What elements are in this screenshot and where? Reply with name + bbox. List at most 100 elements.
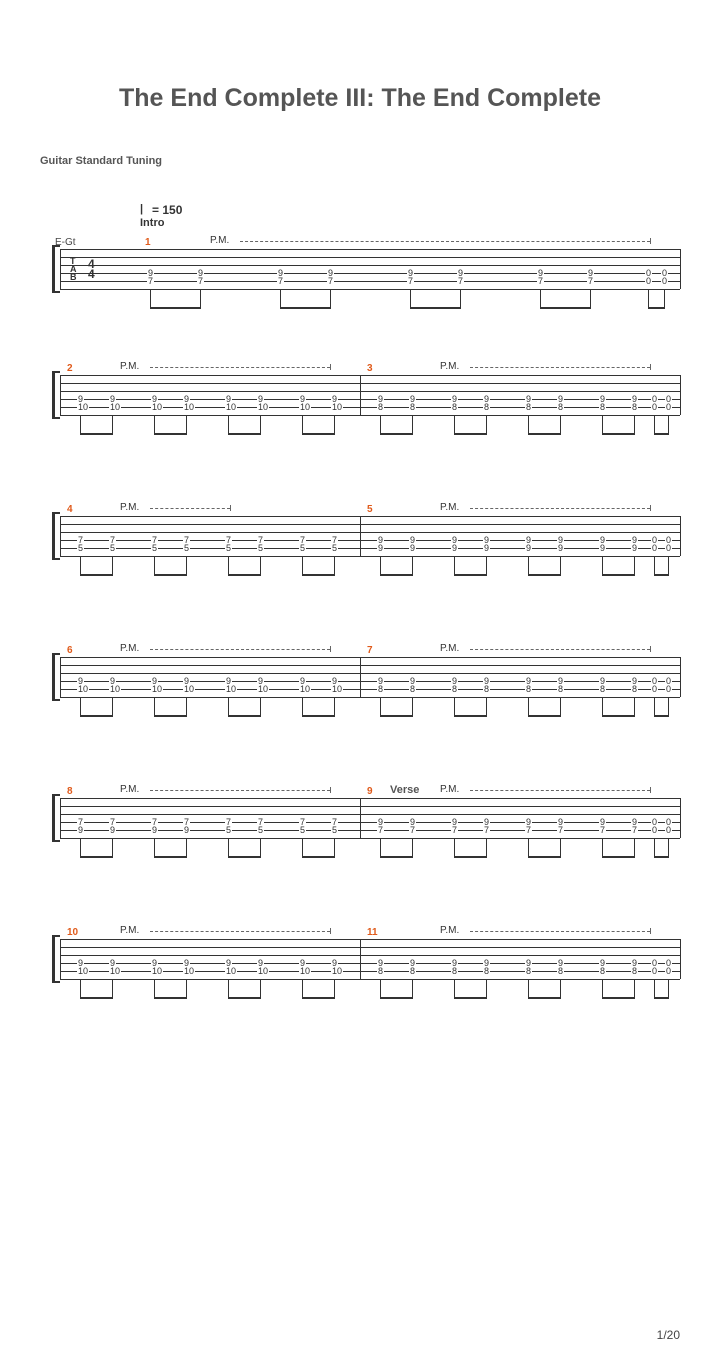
fret-number: 5 <box>299 544 306 552</box>
fret-number: 8 <box>557 403 564 411</box>
fret-number: 7 <box>197 277 204 285</box>
staff-line <box>60 806 680 807</box>
pm-row: P.M. <box>40 233 680 247</box>
beam <box>654 856 669 858</box>
barline <box>360 939 361 979</box>
beam <box>602 856 635 858</box>
palm-mute-dash <box>470 931 650 932</box>
staff-bracket <box>52 935 55 983</box>
staff-line <box>60 697 680 698</box>
beam <box>228 433 261 435</box>
fret-number: 9 <box>409 544 416 552</box>
fret-number: 10 <box>225 403 237 411</box>
staff-bracket <box>52 371 55 419</box>
fret-number: 10 <box>225 967 237 975</box>
fret-number: 0 <box>665 967 672 975</box>
fret-number: 7 <box>277 277 284 285</box>
beam <box>528 715 561 717</box>
beam <box>654 574 669 576</box>
palm-mute-dash <box>470 790 650 791</box>
beam <box>280 307 331 309</box>
beam <box>302 574 335 576</box>
fret-number: 10 <box>299 685 311 693</box>
staff-line <box>60 665 680 666</box>
beam <box>154 433 187 435</box>
bar-number: 3 <box>367 363 373 374</box>
fret-number: 5 <box>109 544 116 552</box>
beam <box>454 997 487 999</box>
time-signature: 44 <box>88 259 95 279</box>
staff-line <box>60 383 680 384</box>
beam <box>602 574 635 576</box>
beam <box>380 856 413 858</box>
tempo-value: = 150 <box>152 203 182 217</box>
fret-number: 7 <box>451 826 458 834</box>
page-number: 1/20 <box>657 1328 680 1342</box>
beam <box>380 997 413 999</box>
fret-number: 0 <box>651 967 658 975</box>
palm-mute-label: P.M. <box>440 502 459 513</box>
beam <box>150 307 201 309</box>
staff-line <box>60 814 680 815</box>
tab-system: P.M.VerseP.M.897979797975757575979797979… <box>40 782 680 877</box>
fret-number: 0 <box>651 403 658 411</box>
palm-mute-label: P.M. <box>440 643 459 654</box>
fret-number: 8 <box>451 685 458 693</box>
bar-number: 2 <box>67 363 73 374</box>
palm-mute-dash <box>240 241 650 242</box>
fret-number: 8 <box>525 685 532 693</box>
palm-mute-label: P.M. <box>120 643 139 654</box>
fret-number: 0 <box>651 826 658 834</box>
beam <box>602 715 635 717</box>
palm-mute-end <box>650 787 651 793</box>
beam <box>154 997 187 999</box>
fret-number: 7 <box>599 826 606 834</box>
fret-number: 10 <box>183 403 195 411</box>
fret-number: 10 <box>183 967 195 975</box>
beam <box>454 433 487 435</box>
beam <box>410 307 461 309</box>
fret-number: 10 <box>257 403 269 411</box>
beam <box>302 715 335 717</box>
beam <box>602 433 635 435</box>
beam <box>654 997 669 999</box>
palm-mute-end <box>330 787 331 793</box>
bar-number: 10 <box>67 927 78 938</box>
fret-number: 10 <box>183 685 195 693</box>
staff-line <box>60 375 680 376</box>
barline <box>680 657 681 697</box>
palm-mute-dash <box>150 367 330 368</box>
beam <box>648 307 665 309</box>
palm-mute-dash <box>470 649 650 650</box>
fret-number: 9 <box>631 544 638 552</box>
barline <box>360 375 361 415</box>
fret-number: 10 <box>109 967 121 975</box>
fret-number: 8 <box>631 967 638 975</box>
beam <box>302 997 335 999</box>
staff-line <box>60 516 680 517</box>
fret-number: 5 <box>151 544 158 552</box>
palm-mute-label: P.M. <box>210 235 229 246</box>
staff-line <box>60 289 680 290</box>
fret-number: 8 <box>409 967 416 975</box>
fret-number: 0 <box>665 685 672 693</box>
fret-number: 10 <box>257 685 269 693</box>
fret-number: 0 <box>665 403 672 411</box>
palm-mute-label: P.M. <box>440 361 459 372</box>
fret-number: 9 <box>525 544 532 552</box>
staff-line <box>60 391 680 392</box>
palm-mute-label: P.M. <box>440 784 459 795</box>
bar-number: 6 <box>67 645 73 656</box>
fret-number: 7 <box>525 826 532 834</box>
fret-number: 10 <box>299 403 311 411</box>
fret-number: 10 <box>331 967 343 975</box>
fret-number: 7 <box>537 277 544 285</box>
barline <box>360 516 361 556</box>
fret-number: 9 <box>77 826 84 834</box>
fret-number: 8 <box>451 967 458 975</box>
fret-number: 8 <box>483 685 490 693</box>
fret-number: 9 <box>599 544 606 552</box>
bar-number: 1 <box>145 237 151 248</box>
staff-line <box>60 939 680 940</box>
fret-number: 9 <box>183 826 190 834</box>
